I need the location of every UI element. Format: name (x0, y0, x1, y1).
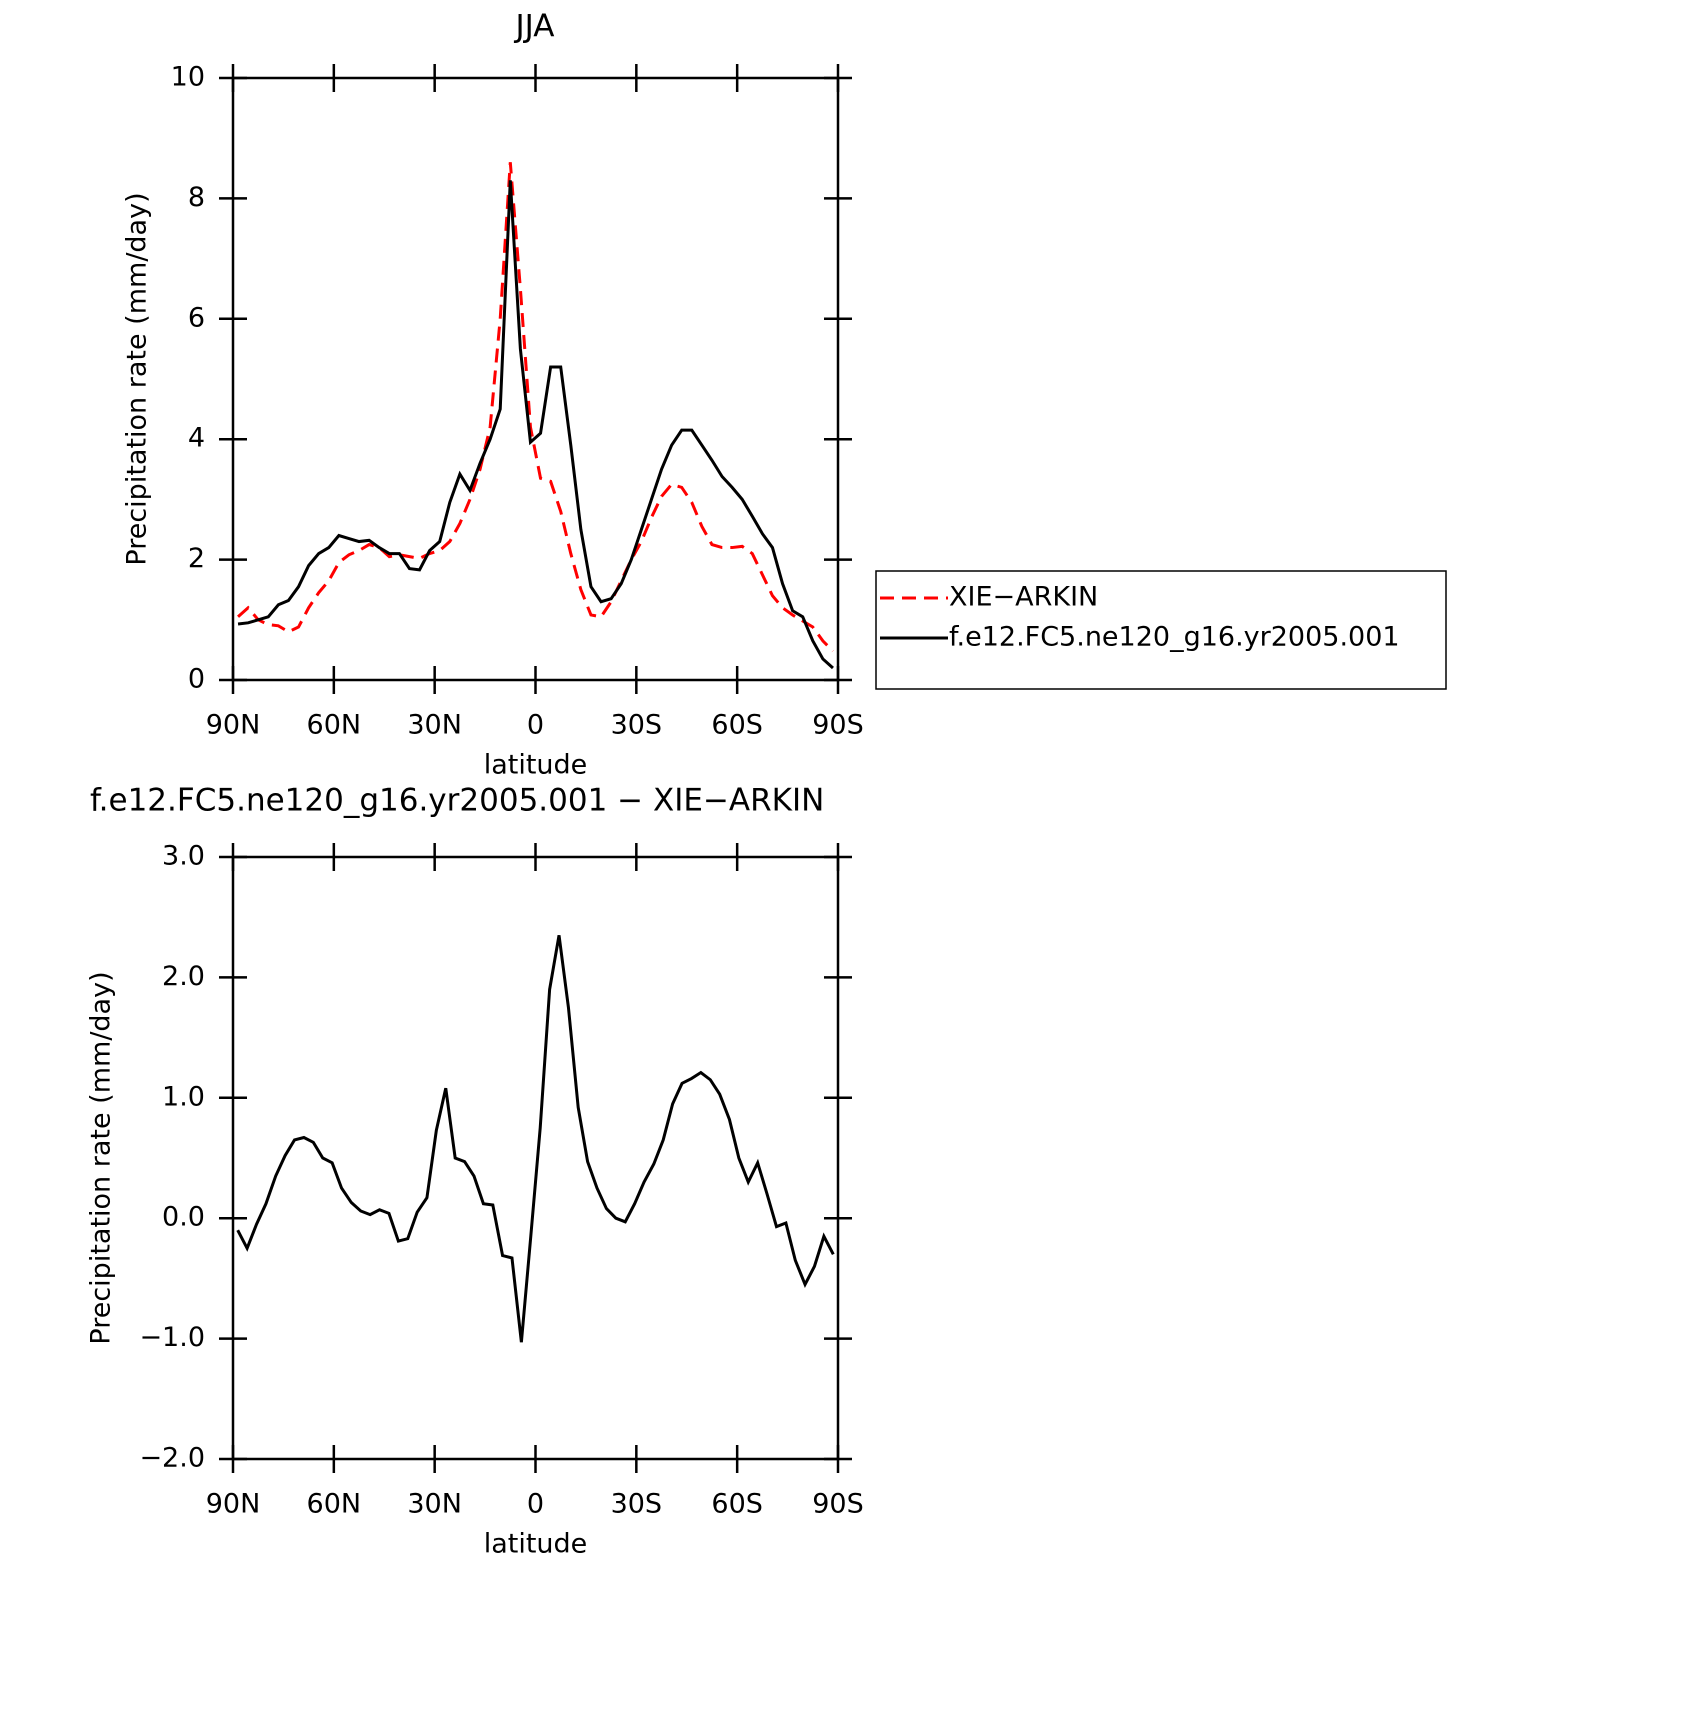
x-tick-label: 90N (206, 1489, 261, 1520)
legend-label: f.e12.FC5.ne120_g16.yr2005.001 (949, 622, 1400, 653)
y-tick-label: 4 (188, 423, 205, 454)
y-tick-label: −2.0 (139, 1443, 205, 1474)
data-line (236, 935, 835, 1343)
x-axis-label: latitude (484, 1529, 588, 1560)
x-tick-label: 60S (711, 710, 763, 741)
plot-frame (231, 76, 840, 682)
x-tick-label: 60N (307, 710, 362, 741)
x-tick-label: 30N (407, 1489, 462, 1520)
x-tick-label: 30S (611, 1489, 663, 1520)
x-tick-label: 90S (812, 710, 864, 741)
x-tick-label: 30N (407, 710, 462, 741)
y-tick-label: 0 (188, 664, 205, 695)
x-axis-label: latitude (484, 750, 588, 781)
y-tick-label: 2 (188, 543, 205, 574)
x-tick-label: 0 (527, 1489, 544, 1520)
x-tick-label: 60S (711, 1489, 763, 1520)
x-tick-label: 60N (307, 1489, 362, 1520)
y-tick-label: 6 (188, 302, 205, 333)
x-tick-label: 90S (812, 1489, 864, 1520)
y-tick-label: 1.0 (162, 1081, 205, 1112)
y-tick-label: 2.0 (162, 961, 205, 992)
data-line (237, 162, 835, 653)
y-tick-label: 8 (188, 182, 205, 213)
x-tick-label: 0 (527, 710, 544, 741)
legend-box (875, 570, 1447, 690)
legend-label: XIE−ARKIN (949, 582, 1098, 613)
y-axis-label: Precipitation rate (mm/day) (86, 971, 117, 1344)
chart-title: JJA (514, 9, 555, 45)
x-tick-label: 30S (611, 710, 663, 741)
y-tick-label: 3.0 (162, 841, 205, 872)
x-tick-label: 90N (206, 710, 261, 741)
y-axis-label: Precipitation rate (mm/day) (122, 192, 153, 565)
y-tick-label: −1.0 (139, 1322, 205, 1353)
chart-title: f.e12.FC5.ne120_g16.yr2005.001 − XIE−ARK… (90, 783, 824, 819)
y-tick-label: 10 (171, 62, 205, 93)
data-line (237, 180, 834, 670)
y-tick-label: 0.0 (162, 1202, 205, 1233)
